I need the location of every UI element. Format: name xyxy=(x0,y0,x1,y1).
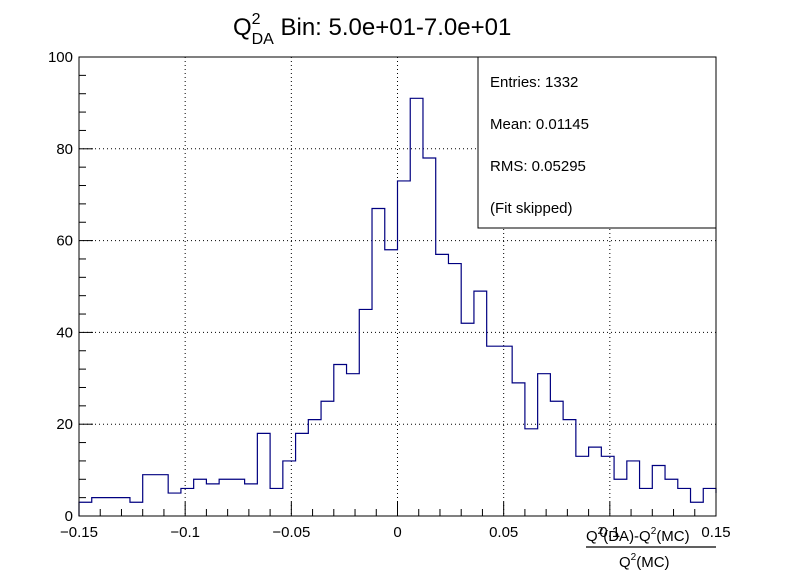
stats-box: Entries: 1332 Mean: 0.01145 RMS: 0.05295… xyxy=(477,56,717,229)
histogram-bin xyxy=(436,254,449,516)
histogram-bin xyxy=(143,475,156,516)
histogram-outline xyxy=(78,97,717,516)
axes: −0.15 −0.1 −0.05 0 0.05 0.1 0.15 0 20 40 60 80 100 xyxy=(48,49,731,541)
histogram-bin xyxy=(703,488,716,516)
histogram-bin xyxy=(79,502,92,516)
histogram-bin xyxy=(245,484,258,516)
histogram-bin xyxy=(576,456,589,516)
title-q: Q xyxy=(233,14,252,41)
histogram-bin xyxy=(257,433,270,516)
histogram-bin xyxy=(194,479,207,516)
x-axis-label-numerator: Q2(DA)-Q2(MC) xyxy=(586,526,690,545)
y-tick-label: 40 xyxy=(56,324,73,341)
histogram-bin xyxy=(359,309,372,516)
x-axis-label: Q2(DA)-Q2(MC) Q2(MC) xyxy=(586,526,716,571)
histogram-bin xyxy=(601,456,614,516)
x-tick-label: 0.1 xyxy=(599,524,620,541)
title-sub: DA xyxy=(252,31,275,48)
histogram-bin xyxy=(308,420,321,516)
histogram-bin xyxy=(652,466,665,516)
x-tick-label: −0.05 xyxy=(272,524,310,541)
histogram-bin xyxy=(512,383,525,516)
histogram-bin xyxy=(461,323,474,516)
histogram-bars xyxy=(78,97,717,516)
histogram-bin xyxy=(563,420,576,516)
y-tick-label: 0 xyxy=(65,508,73,525)
x-tick-label: −0.1 xyxy=(170,524,200,541)
histogram-bin xyxy=(372,208,385,516)
histogram-bin xyxy=(168,493,181,516)
histogram-bin xyxy=(117,498,130,516)
x-tick-label: 0.15 xyxy=(701,524,730,541)
stats-fit: (Fit skipped) xyxy=(490,200,573,217)
histogram-bin xyxy=(589,447,602,516)
histogram-bin xyxy=(155,475,168,516)
y-tick-label: 60 xyxy=(56,233,73,250)
histogram-bin xyxy=(104,498,117,516)
histogram-bin xyxy=(474,291,487,516)
histogram-bin xyxy=(130,502,143,516)
histogram-bin xyxy=(525,429,538,516)
histogram-bin xyxy=(550,401,563,516)
chart-title: Q2 DA Bin: 5.0e+01-7.0e+01 xyxy=(233,11,511,48)
histogram-bin xyxy=(423,158,436,516)
x-tick-label: 0 xyxy=(393,524,401,541)
histogram-bin xyxy=(92,498,105,516)
histogram-bin xyxy=(627,461,640,516)
stats-box-frame xyxy=(477,56,717,229)
histogram-bin xyxy=(385,250,398,516)
histogram-bin xyxy=(640,488,653,516)
histogram-bin xyxy=(538,374,551,516)
x-axis-label-denominator: Q2(MC) xyxy=(619,552,670,571)
histogram-bin xyxy=(181,488,194,516)
histogram-bin xyxy=(398,181,411,516)
title-rest: Bin: 5.0e+01-7.0e+01 xyxy=(274,14,512,41)
histogram-bin xyxy=(614,479,627,516)
stats-rms: RMS: 0.05295 xyxy=(490,158,586,175)
histogram-bin xyxy=(283,461,296,516)
histogram-bin xyxy=(499,346,512,516)
x-tick-label: −0.15 xyxy=(60,524,98,541)
stats-entries: Entries: 1332 xyxy=(490,74,578,91)
histogram-bin xyxy=(219,479,232,516)
histogram-bin xyxy=(665,479,678,516)
histogram-bin xyxy=(321,401,334,516)
y-tick-label: 80 xyxy=(56,141,73,158)
histogram-bin xyxy=(448,264,461,516)
histogram-bin xyxy=(206,484,219,516)
y-tick-label: 20 xyxy=(56,416,73,433)
histogram-bin xyxy=(334,365,347,516)
histogram-bin xyxy=(347,374,360,516)
histogram-bin xyxy=(232,479,245,516)
histogram-bin xyxy=(678,488,691,516)
histogram-bin xyxy=(270,488,283,516)
histogram-bin xyxy=(487,346,500,516)
x-tick-label: 0.05 xyxy=(489,524,518,541)
title-sup: 2 xyxy=(252,11,261,28)
histogram-bin xyxy=(296,433,309,516)
histogram-bin xyxy=(410,98,423,516)
stats-mean: Mean: 0.01145 xyxy=(490,116,589,133)
y-tick-label: 100 xyxy=(48,49,73,66)
histogram-bin xyxy=(691,502,704,516)
